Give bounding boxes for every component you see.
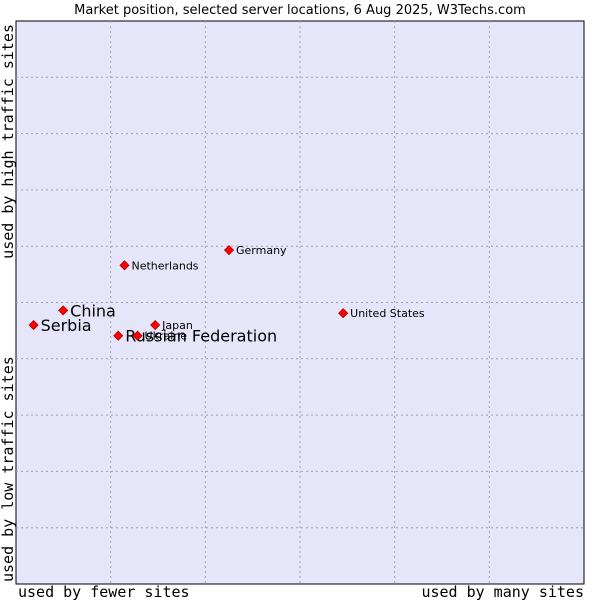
point-label-netherlands: Netherlands bbox=[131, 259, 198, 272]
point-russian-federation bbox=[113, 330, 124, 341]
point-germany bbox=[223, 245, 235, 256]
point-label-united-states: United States bbox=[350, 307, 425, 320]
point-china bbox=[58, 305, 69, 316]
chart-title: Market position, selected server locatio… bbox=[74, 3, 526, 18]
grid-lines bbox=[16, 21, 584, 584]
point-label-serbia: Serbia bbox=[41, 316, 92, 335]
point-serbia bbox=[28, 319, 39, 331]
x-axis-label-right: used by many sites bbox=[421, 583, 584, 600]
point-label-china: China bbox=[70, 301, 116, 320]
point-label-russian-federation: Russian Federation bbox=[125, 327, 277, 346]
x-axis-label-left: used by fewer sites bbox=[18, 583, 190, 600]
point-netherlands bbox=[119, 260, 130, 271]
y-axis-label-top: used by high traffic sites bbox=[0, 24, 17, 259]
y-axis-label-bottom: used by low traffic sites bbox=[0, 356, 17, 582]
data-points: Germany Netherlands United States ChinaSerb… bbox=[28, 244, 425, 346]
point-label-germany: Germany bbox=[236, 244, 287, 257]
point-label-ukraine: Ukraine bbox=[145, 330, 188, 343]
point-united-states bbox=[338, 308, 349, 319]
point-ukraine bbox=[132, 330, 143, 341]
point-japan bbox=[150, 319, 161, 331]
point-label-japan: Japan bbox=[161, 319, 193, 332]
